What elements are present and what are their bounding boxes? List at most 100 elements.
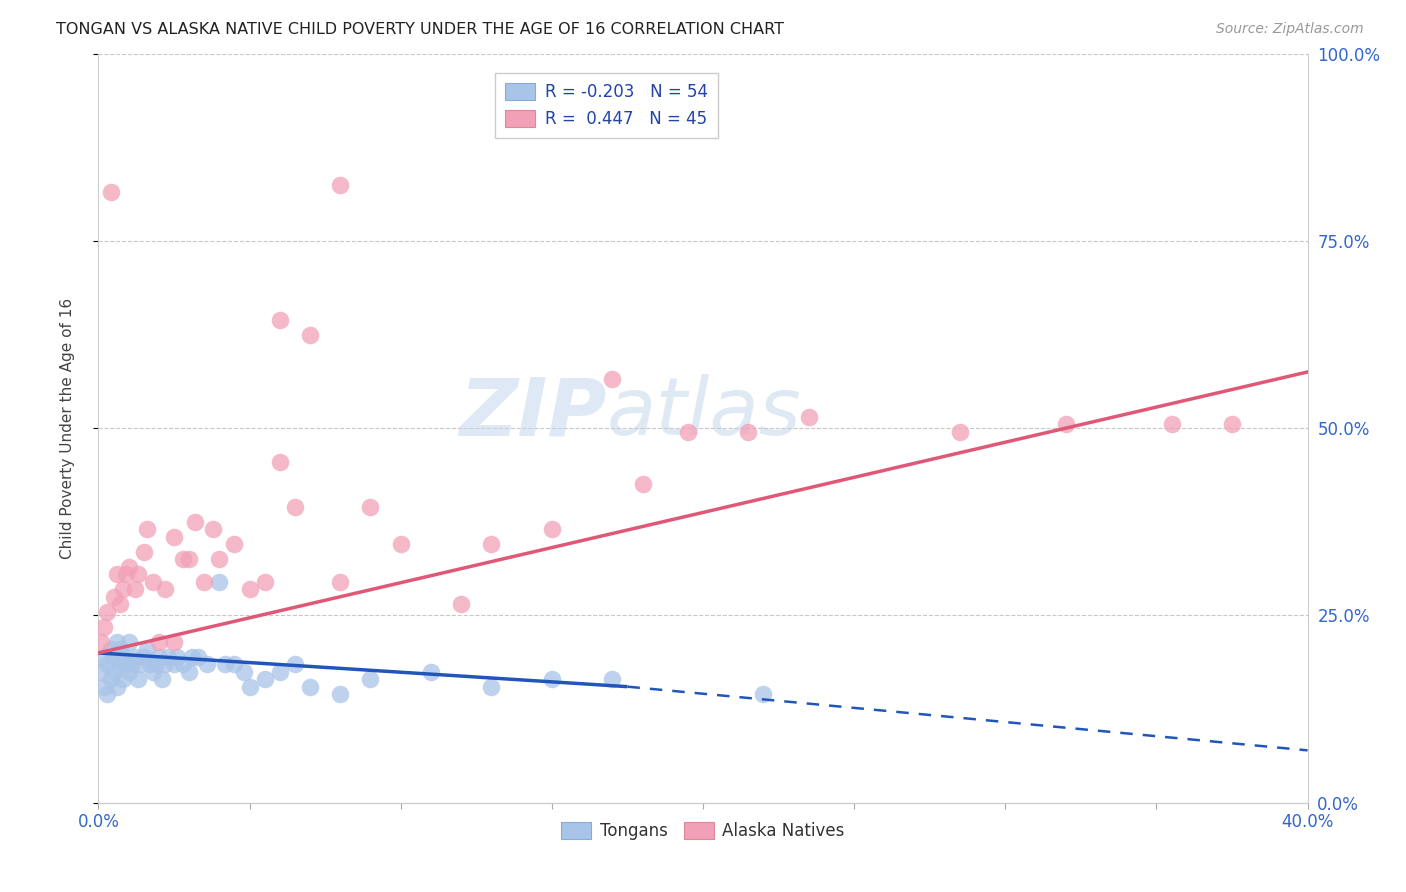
Point — [148, 634, 170, 648]
Point — [111, 672, 134, 686]
Point — [129, 657, 152, 672]
Point — [108, 597, 131, 611]
Point — [124, 582, 146, 597]
Point — [172, 657, 194, 672]
Point — [96, 605, 118, 619]
Point — [121, 657, 143, 672]
Point — [100, 672, 122, 686]
Point — [100, 185, 122, 199]
Point — [114, 567, 136, 582]
Point — [1160, 417, 1182, 432]
Point — [145, 657, 167, 672]
Point — [150, 672, 173, 686]
Point — [360, 672, 382, 686]
Point — [450, 597, 472, 611]
Point — [93, 649, 115, 664]
Point — [232, 665, 254, 679]
Point — [253, 574, 276, 589]
Text: TONGAN VS ALASKA NATIVE CHILD POVERTY UNDER THE AGE OF 16 CORRELATION CHART: TONGAN VS ALASKA NATIVE CHILD POVERTY UN… — [56, 22, 785, 37]
Point — [163, 634, 186, 648]
Point — [163, 530, 186, 544]
Point — [142, 574, 165, 589]
Point — [103, 649, 125, 664]
Point — [114, 657, 136, 672]
Point — [105, 634, 128, 648]
Point — [163, 657, 186, 672]
Point — [105, 567, 128, 582]
Point — [93, 680, 115, 694]
Point — [299, 327, 322, 342]
Point — [284, 500, 307, 514]
Point — [181, 649, 204, 664]
Point — [540, 672, 562, 686]
Point — [93, 620, 115, 634]
Point — [602, 372, 624, 386]
Point — [132, 545, 155, 559]
Point — [253, 672, 276, 686]
Point — [224, 657, 246, 672]
Legend: Tongans, Alaska Natives: Tongans, Alaska Natives — [554, 815, 852, 847]
Point — [420, 665, 443, 679]
Text: Source: ZipAtlas.com: Source: ZipAtlas.com — [1216, 22, 1364, 37]
Text: ZIP: ZIP — [458, 374, 606, 452]
Point — [108, 657, 131, 672]
Point — [179, 552, 201, 566]
Point — [269, 665, 291, 679]
Point — [166, 649, 188, 664]
Point — [103, 590, 125, 604]
Point — [195, 657, 218, 672]
Point — [90, 634, 112, 648]
Point — [284, 657, 307, 672]
Point — [179, 665, 201, 679]
Point — [153, 582, 176, 597]
Point — [153, 657, 176, 672]
Point — [90, 665, 112, 679]
Point — [214, 657, 236, 672]
Point — [208, 552, 231, 566]
Point — [239, 680, 262, 694]
Point — [481, 680, 503, 694]
Point — [1054, 417, 1077, 432]
Point — [139, 657, 162, 672]
Point — [752, 687, 775, 701]
Point — [100, 642, 122, 657]
Point — [172, 552, 194, 566]
Point — [96, 687, 118, 701]
Point — [124, 649, 146, 664]
Point — [148, 649, 170, 664]
Point — [156, 649, 179, 664]
Point — [737, 425, 759, 439]
Point — [118, 559, 141, 574]
Point — [269, 455, 291, 469]
Point — [1220, 417, 1243, 432]
Point — [949, 425, 972, 439]
Point — [103, 665, 125, 679]
Point — [187, 649, 209, 664]
Point — [127, 672, 149, 686]
Point — [481, 537, 503, 551]
Point — [540, 522, 562, 536]
Point — [299, 680, 322, 694]
Point — [676, 425, 699, 439]
Point — [329, 687, 352, 701]
Point — [111, 582, 134, 597]
Point — [269, 312, 291, 326]
Point — [389, 537, 412, 551]
Point — [329, 178, 352, 192]
Point — [135, 642, 157, 657]
Point — [96, 657, 118, 672]
Point — [127, 567, 149, 582]
Point — [111, 649, 134, 664]
Point — [118, 634, 141, 648]
Point — [142, 665, 165, 679]
Point — [797, 409, 820, 424]
Point — [132, 649, 155, 664]
Point — [193, 574, 215, 589]
Point — [208, 574, 231, 589]
Point — [602, 672, 624, 686]
Y-axis label: Child Poverty Under the Age of 16: Child Poverty Under the Age of 16 — [60, 298, 75, 558]
Point — [135, 522, 157, 536]
Point — [631, 477, 654, 491]
Point — [118, 665, 141, 679]
Point — [224, 537, 246, 551]
